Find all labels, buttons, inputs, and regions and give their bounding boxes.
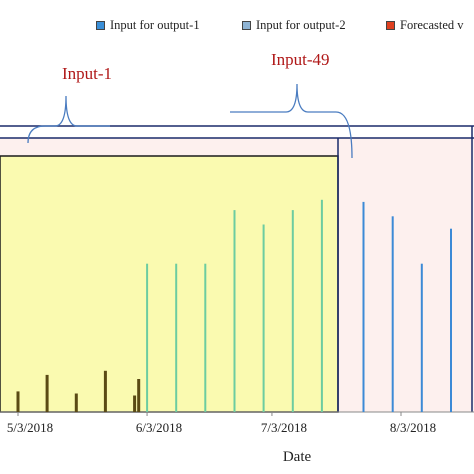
legend-label-output-1: Input for output-1 bbox=[110, 18, 200, 32]
bar-blue-bars-2 bbox=[420, 263, 423, 412]
legend-swatch-output-2 bbox=[242, 21, 251, 30]
legend-label-output-2: Input for output-2 bbox=[256, 18, 346, 32]
legend-item-output-2: Input for output-2 bbox=[242, 18, 346, 33]
bar-green-bars-5 bbox=[291, 210, 294, 412]
bar-low-bars-0 bbox=[16, 391, 20, 412]
bar-low-bars-2 bbox=[74, 393, 78, 412]
legend-label-forecasted: Forecasted v bbox=[400, 18, 464, 32]
bar-green-bars-2 bbox=[204, 263, 207, 412]
bar-low-bars-5 bbox=[137, 379, 141, 412]
x-ticks-group: 5/3/2018 6/3/2018 7/3/2018 8/3/2018 bbox=[7, 412, 436, 435]
bar-green-bars-0 bbox=[146, 263, 149, 412]
bars-group bbox=[16, 199, 452, 412]
input-49-brace bbox=[230, 83, 353, 159]
x-tick-label-0: 5/3/2018 bbox=[7, 420, 53, 435]
legend: Input for output-1 Input for output-2 Fo… bbox=[0, 18, 474, 34]
x-tick-label-1: 6/3/2018 bbox=[136, 420, 182, 435]
legend-swatch-output-1 bbox=[96, 21, 105, 30]
bar-green-bars-1 bbox=[175, 263, 178, 412]
bar-low-bars-1 bbox=[45, 374, 49, 412]
annotation-input-1: Input-1 bbox=[62, 64, 113, 83]
bar-blue-bars-1 bbox=[391, 216, 394, 412]
input-1-brace bbox=[27, 95, 110, 144]
bar-blue-bars-3 bbox=[450, 228, 452, 412]
bar-blue-bars-0 bbox=[362, 201, 365, 412]
annotation-input-49: Input-49 bbox=[271, 50, 330, 69]
bar-green-bars-3 bbox=[233, 210, 236, 412]
bar-low-bars-4 bbox=[133, 395, 137, 412]
x-tick-label-2: 7/3/2018 bbox=[261, 420, 307, 435]
x-tick-label-3: 8/3/2018 bbox=[390, 420, 436, 435]
x-axis-label: Date bbox=[282, 449, 312, 465]
input-region bbox=[0, 155, 339, 413]
bar-low-bars-3 bbox=[103, 370, 107, 412]
legend-item-output-1: Input for output-1 bbox=[96, 18, 200, 33]
bar-green-bars-6 bbox=[320, 199, 323, 412]
legend-item-forecasted: Forecasted v bbox=[386, 18, 464, 33]
legend-swatch-forecasted bbox=[386, 21, 395, 30]
bar-green-bars-4 bbox=[262, 224, 265, 412]
